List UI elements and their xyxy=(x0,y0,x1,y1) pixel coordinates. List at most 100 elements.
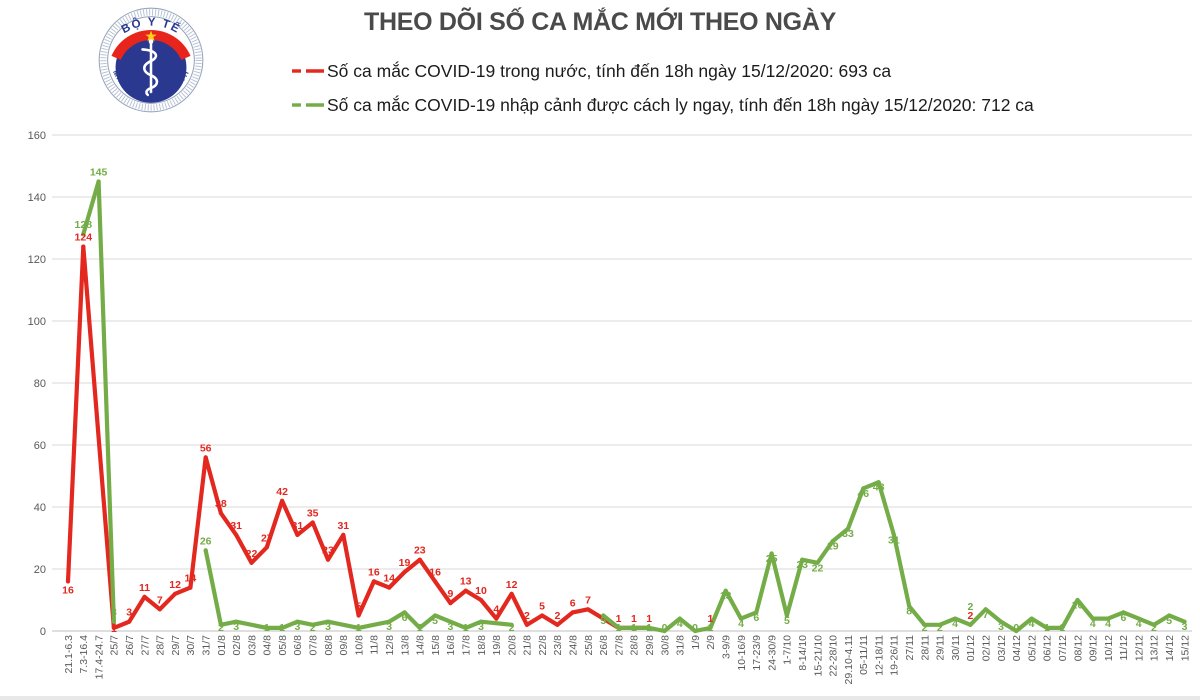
data-point-marker xyxy=(264,545,269,550)
x-axis-tick-label: 02/12 xyxy=(981,635,993,661)
chart-title: THEO DÕI SỐ CA MẮC MỚI THEO NGÀY xyxy=(364,8,836,36)
x-axis-tick-label: 06/8 xyxy=(292,635,304,656)
data-point-marker xyxy=(371,579,376,584)
data-point-marker xyxy=(111,625,116,631)
domestic-value-label: 16 xyxy=(62,584,74,596)
x-axis-tick-label: 09/12 xyxy=(1088,635,1100,661)
x-axis-tick-label: 3-9/9 xyxy=(720,635,732,659)
data-point-marker xyxy=(280,498,285,503)
data-point-marker xyxy=(295,619,300,624)
imported-value-label: 1 xyxy=(463,622,469,634)
imported-value-label: 10 xyxy=(1072,600,1084,612)
x-axis-tick-label: 22/8 xyxy=(537,635,549,656)
domestic-value-label: 3 xyxy=(126,607,132,619)
x-axis-tick-label: 31/8 xyxy=(675,635,687,656)
data-point-marker xyxy=(1060,625,1065,631)
x-axis-tick-label: 2/9 xyxy=(705,635,717,650)
x-axis-tick-label: 02/8 xyxy=(231,635,243,656)
series-imported-markers xyxy=(81,179,1187,634)
imported-value-label: 3 xyxy=(233,621,239,633)
data-point-marker xyxy=(463,588,468,593)
data-point-marker xyxy=(815,560,820,565)
domestic-value-label: 14 xyxy=(383,573,395,585)
x-axis-tick-label: 27/8 xyxy=(613,635,625,656)
domestic-value-label: 12 xyxy=(506,579,518,591)
imported-value-label: 0 xyxy=(692,622,698,634)
imported-value-label: 2 xyxy=(1151,622,1157,634)
data-point-marker xyxy=(509,622,514,627)
data-point-marker xyxy=(417,625,422,631)
x-axis-labels: 21.1-6.3 7.3-16.4 17.4-24.7 25/7 26/7 27/7 28/… xyxy=(63,635,1192,685)
x-axis-tick-label: 24-30/9 xyxy=(766,635,778,671)
x-axis-tick-label: 01/12 xyxy=(965,635,977,661)
domestic-value-label: 11 xyxy=(139,582,150,594)
data-point-marker xyxy=(555,622,560,627)
x-axis-tick-label: 16/8 xyxy=(445,635,457,656)
y-axis-tick-label: 60 xyxy=(34,440,46,452)
data-point-marker xyxy=(448,601,453,606)
domestic-value-label: 1 xyxy=(616,613,622,625)
data-point-marker xyxy=(1075,597,1080,603)
x-axis-tick-label: 19-26/11 xyxy=(889,635,901,676)
data-point-marker xyxy=(111,619,116,624)
imported-value-label: 33 xyxy=(842,528,854,540)
data-point-marker xyxy=(356,625,361,631)
logo-outer-ring xyxy=(98,7,204,113)
data-point-marker xyxy=(784,613,790,618)
imported-value-label: 1 xyxy=(631,622,637,634)
x-axis-tick-label: 17.4-24.7 xyxy=(93,635,105,680)
data-point-marker xyxy=(1182,619,1187,624)
data-point-marker xyxy=(922,622,927,627)
data-point-marker xyxy=(402,610,407,615)
y-axis-tick-label: 0 xyxy=(40,626,46,638)
data-point-marker xyxy=(861,486,866,491)
data-point-marker xyxy=(769,551,774,556)
x-axis-tick-label: 28/7 xyxy=(155,635,167,656)
y-axis-tick-label: 80 xyxy=(34,378,46,390)
logo-rod-pommel xyxy=(148,39,154,44)
data-point-marker xyxy=(218,511,223,516)
x-axis-tick-label: 13/12 xyxy=(1149,635,1161,661)
imported-value-label: 3 xyxy=(998,621,1004,633)
x-axis-tick-label: 11/8 xyxy=(369,635,381,655)
imported-value-label: 1 xyxy=(646,622,652,634)
x-axis-tick-label: 12/8 xyxy=(384,635,396,656)
data-point-marker xyxy=(509,591,514,596)
data-point-marker xyxy=(998,619,1004,624)
gridlines xyxy=(52,134,1192,632)
domestic-value-label: 12 xyxy=(169,579,181,591)
x-axis-tick-label: 8-14/10 xyxy=(797,635,809,671)
imported-value-label: 8 xyxy=(906,606,912,618)
y-axis-tick-label: 40 xyxy=(34,502,46,514)
y-axis-tick-label: 20 xyxy=(34,564,46,576)
domestic-value-label: 31 xyxy=(230,520,242,532)
x-axis-tick-label: 04/8 xyxy=(262,635,274,656)
ministry-of-health-logo: BỘ Y TẾ MINISTRY OF HEALTH xyxy=(98,5,204,113)
x-axis-tick-label: 10/12 xyxy=(1103,635,1115,661)
imported-value-label: 4 xyxy=(1105,618,1111,630)
data-point-marker xyxy=(754,610,759,615)
imported-value-label: 145 xyxy=(90,167,108,179)
data-point-marker xyxy=(387,619,392,624)
x-axis-tick-label: 21.1-6.3 xyxy=(63,635,75,674)
x-axis-tick-label: 12-18/11 xyxy=(873,635,885,676)
x-axis-tick-label: 17-23/9 xyxy=(751,635,763,671)
x-axis-tick-label: 07/8 xyxy=(308,635,320,656)
data-point-marker xyxy=(402,570,407,575)
imported-value-label: 1 xyxy=(616,622,622,634)
data-point-marker xyxy=(310,622,315,627)
imported-value-label: 2 xyxy=(310,622,316,634)
data-point-marker xyxy=(1121,610,1126,615)
data-point-marker xyxy=(234,532,239,538)
data-point-marker xyxy=(830,539,835,544)
data-point-marker xyxy=(417,557,422,562)
x-axis-tick-label: 24/8 xyxy=(568,635,580,656)
data-point-marker xyxy=(448,619,453,624)
imported-value-label: 3 xyxy=(1182,621,1188,633)
data-point-marker xyxy=(891,532,897,538)
data-point-marker xyxy=(631,625,637,631)
data-point-marker xyxy=(433,613,438,618)
data-point-marker xyxy=(203,455,208,460)
imported-value-label: 31 xyxy=(888,534,900,546)
domestic-value-label: 2 xyxy=(554,610,560,622)
